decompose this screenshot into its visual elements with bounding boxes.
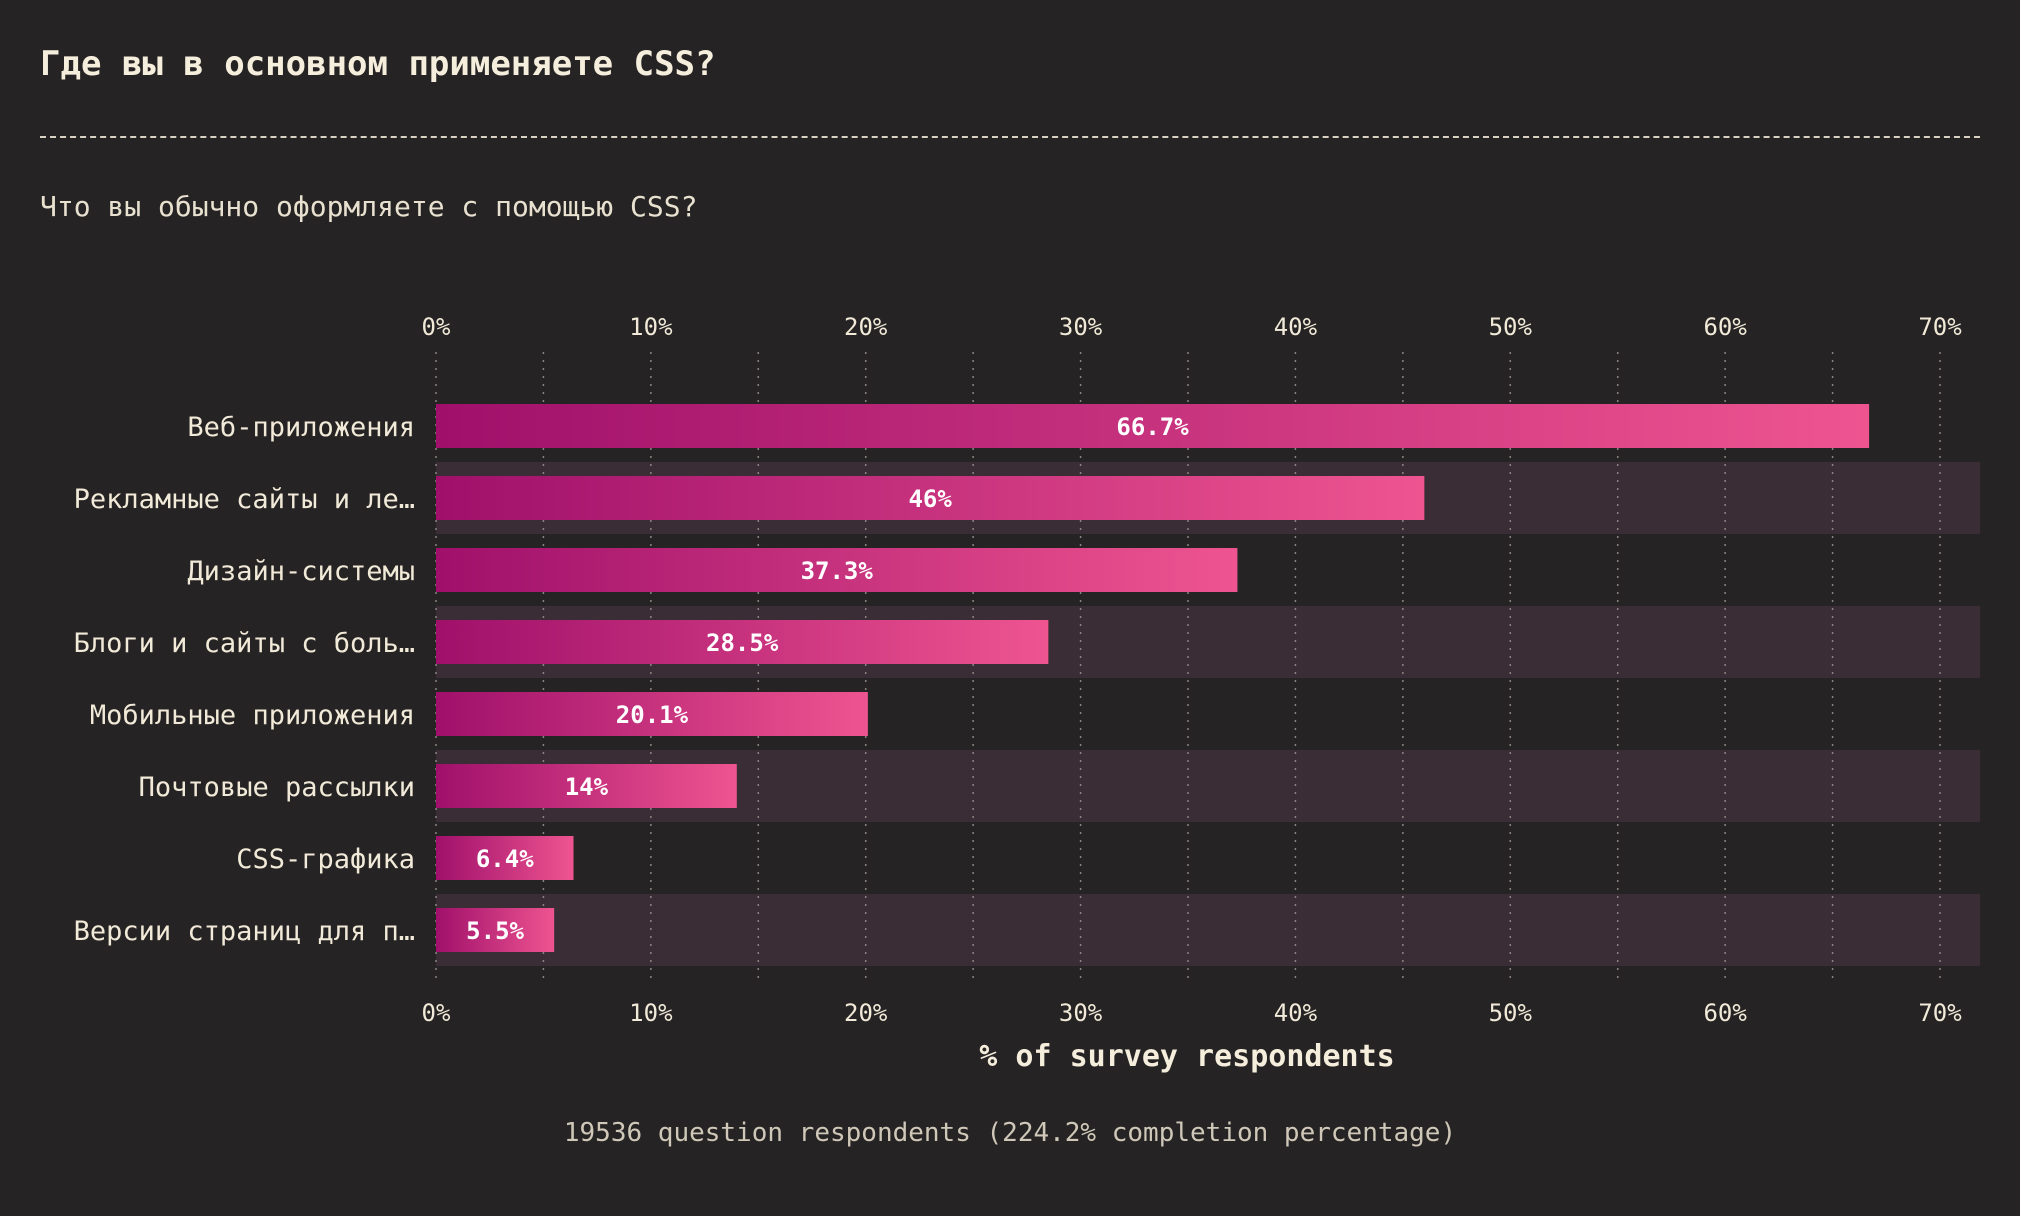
tick-label: 0%	[422, 313, 451, 341]
category-label: Мобильные приложения	[90, 700, 415, 731]
bar-value-label: 46%	[908, 485, 952, 513]
bar[interactable]	[436, 548, 1238, 592]
tick-label: 60%	[1703, 999, 1747, 1027]
category-label: Почтовые рассылки	[139, 772, 415, 803]
category-label: Версии страниц для п…	[74, 916, 415, 947]
bar-value-label: 6.4%	[476, 845, 534, 873]
chart-title: Где вы в основном применяете CSS?	[40, 44, 716, 84]
bar[interactable]	[436, 908, 555, 952]
x-axis-title: % of survey respondents	[979, 1039, 1394, 1074]
category-label: Блоги и сайты с боль…	[74, 628, 415, 659]
category-label: Дизайн-системы	[187, 556, 415, 587]
category-label: Рекламные сайты и ле…	[74, 484, 415, 515]
bar-value-label: 5.5%	[466, 917, 524, 945]
tick-label: 30%	[1059, 313, 1103, 341]
bar[interactable]	[436, 620, 1049, 664]
row-band	[436, 894, 1980, 966]
bar-value-label: 66.7%	[1116, 413, 1189, 441]
tick-label: 10%	[629, 999, 673, 1027]
category-label: CSS-графика	[236, 844, 415, 875]
bar[interactable]	[436, 476, 1425, 520]
tick-label: 10%	[629, 313, 673, 341]
respondents-footnote: 19536 question respondents (224.2% compl…	[563, 1118, 1457, 1148]
tick-label: 50%	[1489, 313, 1533, 341]
bar-value-label: 14%	[565, 773, 609, 801]
category-label: Веб-приложения	[187, 412, 415, 443]
tick-label: 60%	[1703, 313, 1747, 341]
tick-label: 30%	[1059, 999, 1103, 1027]
tick-label: 20%	[844, 313, 888, 341]
tick-label: 70%	[1918, 313, 1962, 341]
tick-label: 0%	[422, 999, 451, 1027]
bar[interactable]	[436, 836, 574, 880]
chart-subtitle: Что вы обычно оформляете с помощью CSS?	[40, 190, 698, 223]
tick-label: 40%	[1274, 313, 1318, 341]
bar[interactable]	[436, 764, 737, 808]
bar-value-label: 20.1%	[616, 701, 689, 729]
bar-value-label: 28.5%	[706, 629, 779, 657]
bar[interactable]	[436, 404, 1870, 448]
tick-label: 40%	[1274, 999, 1318, 1027]
tick-label: 20%	[844, 999, 888, 1027]
bar-value-label: 37.3%	[801, 557, 874, 585]
tick-label: 70%	[1918, 999, 1962, 1027]
bar[interactable]	[436, 692, 868, 736]
tick-label: 50%	[1489, 999, 1533, 1027]
title-divider	[40, 136, 1980, 138]
